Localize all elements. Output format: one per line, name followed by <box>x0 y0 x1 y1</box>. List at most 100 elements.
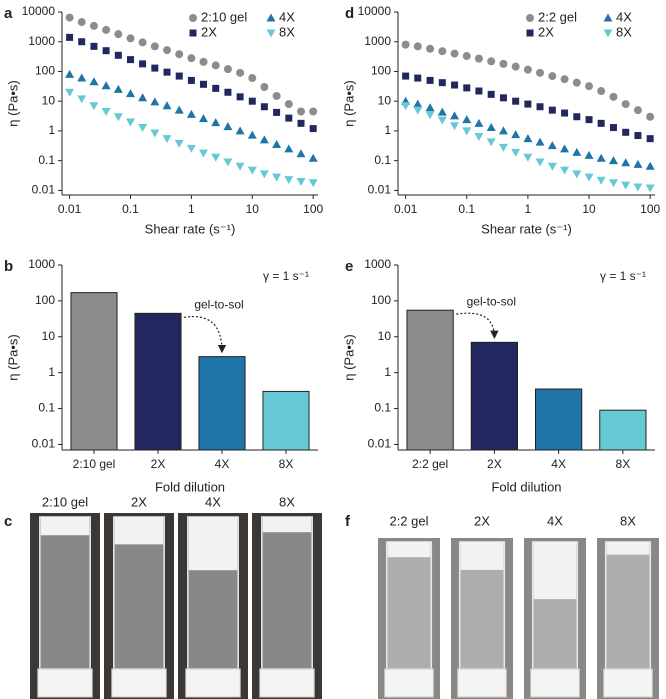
vial-cap <box>384 668 434 698</box>
data-point <box>584 173 594 182</box>
vial-cap <box>37 668 93 698</box>
data-point <box>186 109 196 118</box>
y-tick-label: 1000 <box>364 34 391 48</box>
annotation: gel-to-sol <box>467 294 516 308</box>
bar <box>134 312 182 451</box>
panel-letter: b <box>4 258 13 275</box>
vial-gel <box>40 517 90 536</box>
data-point <box>486 138 496 147</box>
data-point <box>451 81 459 89</box>
y-tick-label: 0.1 <box>38 401 55 415</box>
data-point <box>186 144 196 153</box>
data-point <box>536 68 545 77</box>
legend-marker <box>526 14 534 22</box>
data-point <box>77 73 87 82</box>
annotation: gel-to-sol <box>194 298 243 312</box>
x-tick-label: 100 <box>640 202 660 216</box>
data-point <box>162 101 172 110</box>
data-point <box>297 119 305 127</box>
data-point <box>309 107 318 116</box>
data-point <box>163 46 172 55</box>
photo-label: 2X <box>474 513 490 528</box>
data-point <box>212 84 220 92</box>
photo-label: 8X <box>620 513 636 528</box>
y-tick-label: 1 <box>48 365 55 379</box>
vial-cap <box>603 668 653 698</box>
data-point <box>633 159 643 168</box>
data-point <box>547 141 557 150</box>
data-point <box>621 100 630 109</box>
data-point <box>548 72 557 81</box>
y-tick-label: 0.1 <box>374 401 391 415</box>
data-point <box>187 54 196 63</box>
data-point <box>236 68 245 77</box>
data-point <box>585 82 594 91</box>
data-point <box>523 134 533 143</box>
vial-body <box>604 541 652 670</box>
data-point <box>102 25 111 34</box>
panel-letter: c <box>4 513 12 530</box>
x-tick-label: 0.01 <box>394 202 418 216</box>
vial-body <box>261 516 313 670</box>
data-point <box>462 127 472 136</box>
data-point <box>138 38 147 47</box>
y-tick-label: 10000 <box>358 4 392 18</box>
y-tick-label: 100 <box>371 293 391 307</box>
y-tick-label: 1 <box>48 123 55 137</box>
data-point <box>474 118 484 127</box>
x-tick-label: 10 <box>246 202 260 216</box>
data-point <box>151 64 159 72</box>
vial-gel <box>460 542 504 570</box>
legend-marker <box>266 13 276 22</box>
data-point <box>646 112 655 121</box>
y-tick-label: 0.01 <box>368 183 392 197</box>
data-point <box>163 68 171 76</box>
data-point <box>621 158 631 167</box>
legend-marker <box>266 29 276 38</box>
data-point <box>401 40 410 49</box>
data-point <box>437 116 447 125</box>
data-point <box>150 42 159 51</box>
data-point <box>66 33 74 41</box>
data-point <box>560 166 570 175</box>
data-point <box>174 139 184 148</box>
vial-gel <box>606 542 650 555</box>
data-point <box>101 81 111 90</box>
data-point <box>284 176 294 185</box>
data-point <box>425 111 435 120</box>
data-point <box>597 87 606 96</box>
data-point <box>486 123 496 132</box>
data-point <box>77 95 87 104</box>
data-point <box>162 135 172 144</box>
y-tick-label: 0.01 <box>368 437 392 451</box>
y-axis-label: η (Pa•s) <box>5 334 20 380</box>
panel-letter: e <box>345 258 353 275</box>
data-point <box>211 153 221 162</box>
data-point <box>127 56 135 64</box>
y-tick-label: 1000 <box>28 34 55 48</box>
data-point <box>285 114 293 122</box>
y-tick-label: 0.1 <box>374 153 391 167</box>
data-point <box>236 93 244 101</box>
data-point <box>634 132 642 140</box>
data-point <box>608 179 618 188</box>
data-point <box>498 126 508 135</box>
data-point <box>126 118 136 127</box>
data-point <box>511 62 520 71</box>
data-point <box>65 88 75 97</box>
panel-letter: f <box>345 513 351 530</box>
data-point <box>308 179 318 188</box>
x-tick-label: 8X <box>616 457 631 471</box>
data-point <box>150 129 160 138</box>
data-point <box>175 50 184 59</box>
data-point <box>174 105 184 114</box>
data-point <box>248 97 256 105</box>
y-tick-label: 10 <box>42 329 56 343</box>
data-point <box>259 170 269 179</box>
y-tick-label: 10 <box>378 329 392 343</box>
data-point <box>425 103 435 112</box>
panel-letter: d <box>345 5 354 22</box>
y-tick-label: 0.01 <box>32 437 56 451</box>
y-tick-label: 10 <box>42 93 56 107</box>
data-point <box>609 92 618 101</box>
